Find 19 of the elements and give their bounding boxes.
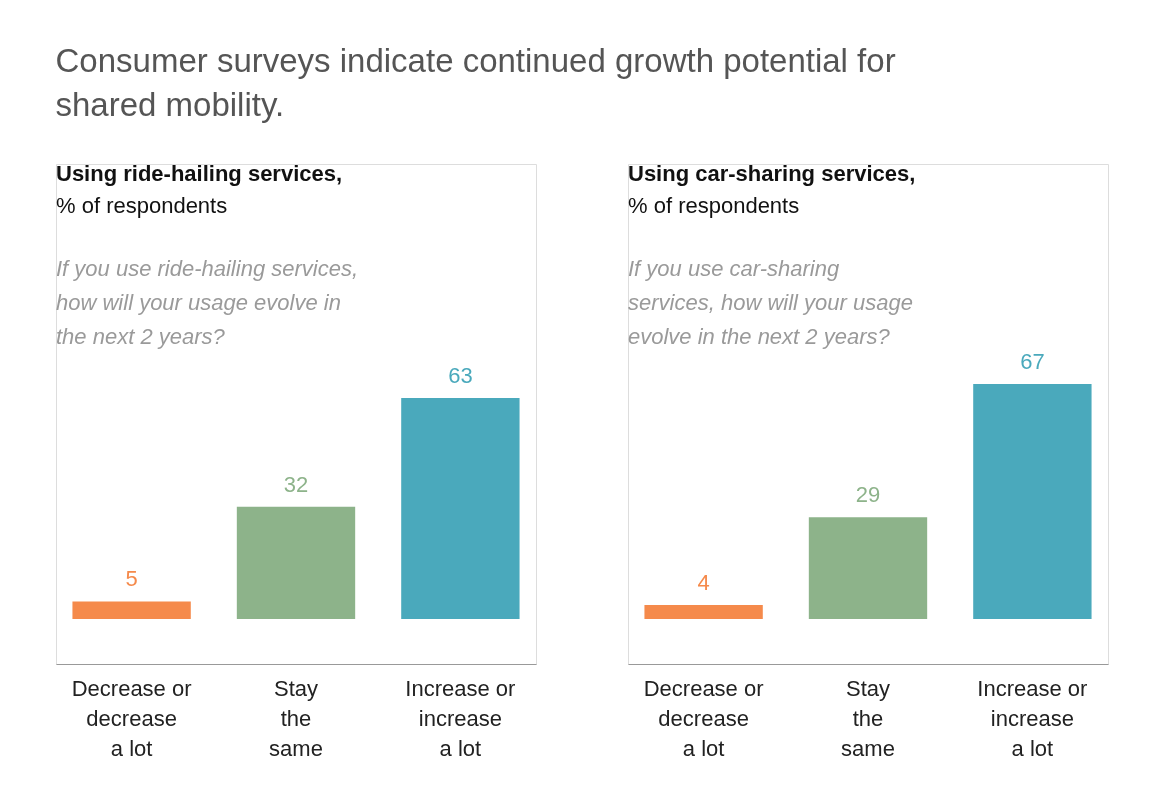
x-tick-label: Increase or increase a lot xyxy=(405,675,516,761)
x-tick-label: Stay the same xyxy=(269,675,323,761)
data-label: 29 xyxy=(855,482,881,508)
data-label: 4 xyxy=(697,569,710,595)
text: If you use car-sharing services, how will your usage evolve in the next 2 years? xyxy=(628,256,913,349)
data-label: 63 xyxy=(448,363,473,389)
chart-subtitle: % of respondents xyxy=(628,193,800,218)
chart-title: Using car-sharing services, xyxy=(628,161,916,186)
data-label: 32 xyxy=(283,471,309,497)
x-tick-label: Decrease or decrease a lot xyxy=(71,675,192,761)
chart-title: Using ride-hailing services, xyxy=(56,161,343,186)
data-label: 5 xyxy=(125,566,138,592)
chart-subtitle: % of respondents xyxy=(56,193,228,218)
text: Consumer surveys indicate continued growth potential for shared mobility. xyxy=(55,41,896,123)
text: If you use ride-hailing services, how will your usage evolve in the next 2 years? xyxy=(56,256,359,349)
x-tick-label: Decrease or decrease a lot xyxy=(643,675,764,761)
data-label: 67 xyxy=(1020,349,1045,374)
x-tick-label: Stay the same xyxy=(841,675,895,761)
x-tick-label: Increase or increase a lot xyxy=(977,675,1088,761)
